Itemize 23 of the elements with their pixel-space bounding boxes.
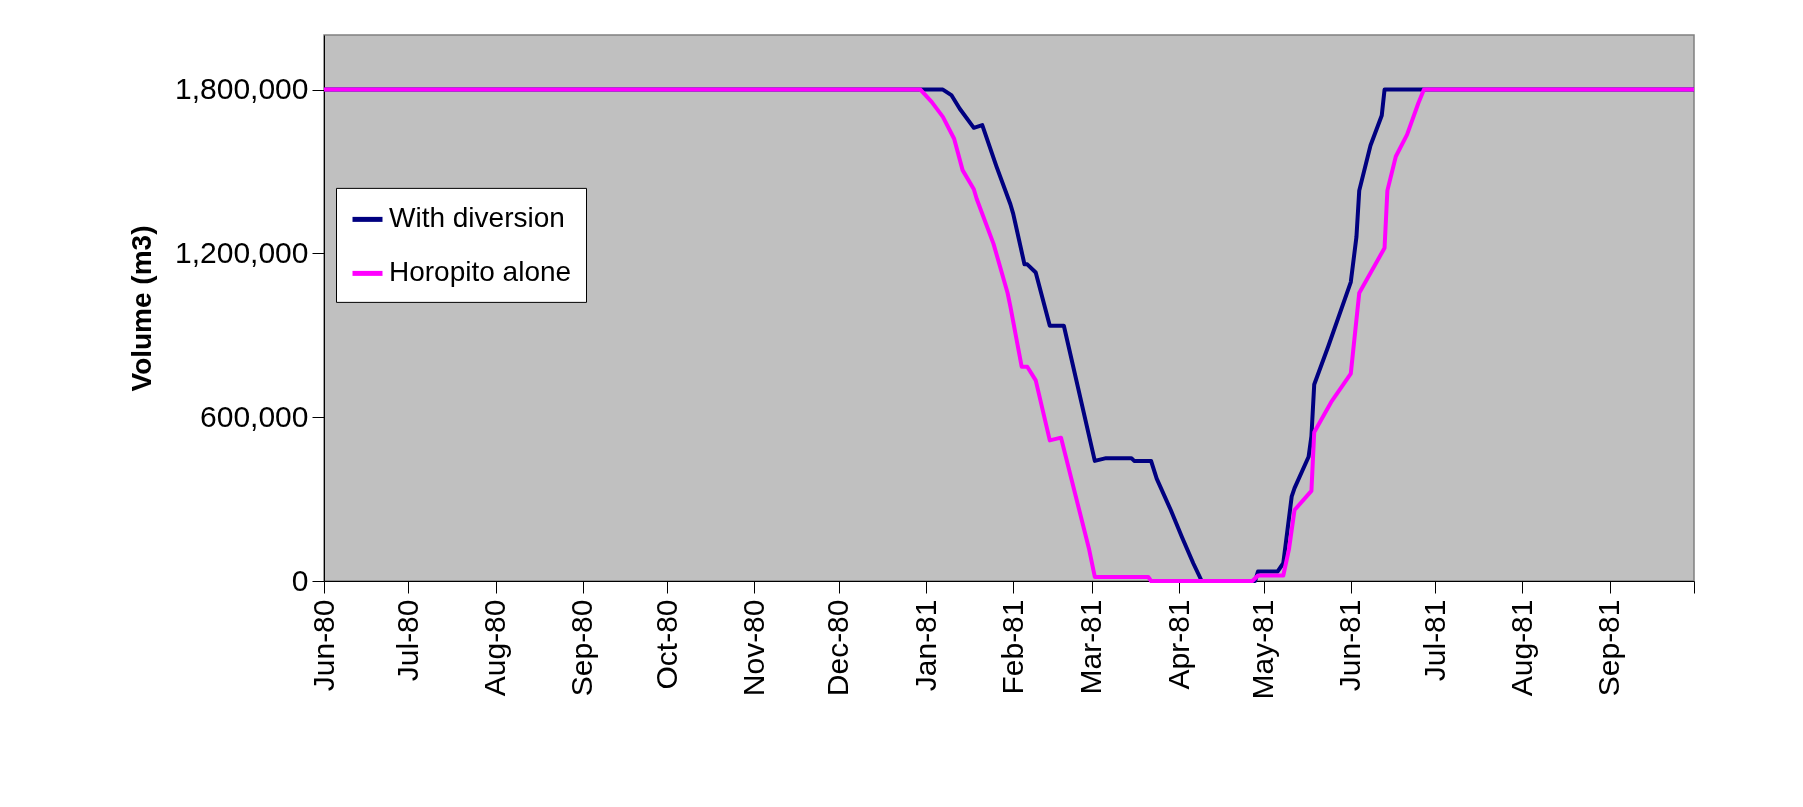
x-tick-label: Jul-80 — [390, 599, 424, 682]
x-tick-label: Jun-81 — [1333, 599, 1367, 692]
x-tick-label: Jan-81 — [908, 599, 942, 692]
x-tick-label: Jun-80 — [306, 599, 340, 692]
x-tick-label: Mar-81 — [1074, 599, 1108, 695]
legend-label: With diversion — [389, 202, 565, 234]
y-tick-label: 600,000 — [200, 399, 309, 433]
x-tick-label: Aug-80 — [478, 599, 512, 697]
x-tick-label: Jul-81 — [1417, 599, 1451, 682]
x-tick-label: Apr-81 — [1161, 599, 1195, 690]
legend-label: Horopito alone — [389, 256, 572, 288]
x-tick-label: Sep-80 — [565, 599, 599, 697]
x-tick-label: Aug-81 — [1504, 599, 1538, 697]
x-tick-label: Dec-80 — [821, 599, 855, 697]
y-tick-label: 0 — [291, 563, 309, 597]
x-tick-label: May-81 — [1246, 599, 1280, 700]
x-tick-label: Feb-81 — [995, 599, 1029, 695]
x-tick-label: Sep-81 — [1592, 599, 1626, 697]
x-tick-label: Nov-80 — [736, 599, 770, 697]
y-axis-title: Volume (m3) — [126, 225, 158, 392]
y-tick-label: 1,200,000 — [175, 235, 309, 269]
x-tick-label: Oct-80 — [649, 599, 683, 690]
y-tick-label: 1,800,000 — [175, 72, 309, 106]
